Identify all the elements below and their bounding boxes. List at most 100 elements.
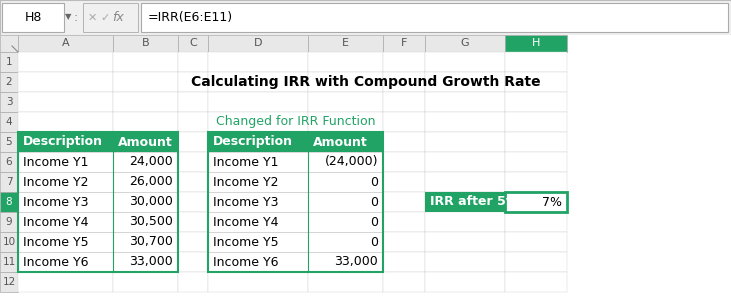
Bar [208,252,308,272]
Bar [178,232,208,252]
Bar [425,35,505,52]
Bar [141,3,728,32]
Bar [18,92,113,112]
Bar [0,172,18,192]
Bar [505,232,567,252]
Bar [308,212,383,232]
Bar [383,72,425,92]
Bar [208,212,308,232]
Bar [113,272,178,292]
Text: B: B [142,38,149,49]
Bar [18,72,113,92]
Bar [308,252,383,272]
Bar [425,152,505,172]
Bar [208,192,308,212]
Bar [0,92,18,112]
Bar [208,232,308,252]
Bar [308,192,383,212]
Bar [208,232,308,252]
Bar [383,272,425,292]
Bar [505,192,567,212]
Bar [308,72,383,92]
Bar [18,192,113,212]
Text: 30,000: 30,000 [129,195,173,209]
Bar [178,252,208,272]
Bar [18,252,113,272]
Bar [308,172,383,192]
Text: E: E [342,38,349,49]
Bar [0,35,18,52]
Bar [178,112,208,132]
Bar [308,35,383,52]
Bar [383,172,425,192]
Bar [113,212,178,232]
Bar [308,252,383,272]
Bar [0,152,18,172]
Bar [178,172,208,192]
Bar [113,212,178,232]
Bar [505,35,567,52]
Text: 3: 3 [6,97,12,107]
Bar [383,112,425,132]
Text: Income Y4: Income Y4 [23,215,88,229]
Bar [425,212,505,232]
Bar [0,232,18,252]
Bar [113,232,178,252]
Text: H8: H8 [24,11,42,24]
Bar [18,52,113,72]
Bar [18,172,113,192]
Bar [208,72,308,92]
Bar [425,72,505,92]
Text: 33,000: 33,000 [334,255,378,268]
Bar [308,112,383,132]
Bar [0,72,18,92]
Bar [383,152,425,172]
Bar [0,212,18,232]
Text: Income Y3: Income Y3 [23,195,88,209]
Bar [208,172,308,192]
Text: 26,000: 26,000 [129,176,173,189]
Bar [208,192,308,212]
Bar [83,3,138,32]
Bar [208,52,308,72]
Text: Description: Description [213,136,293,148]
Text: 7: 7 [6,177,12,187]
Text: D: D [254,38,262,49]
Bar [208,212,308,232]
Text: ▼: ▼ [65,12,71,21]
Bar [208,132,383,272]
Bar [113,192,178,212]
Text: 7%: 7% [542,195,562,209]
Bar [383,52,425,72]
Text: 0: 0 [370,235,378,249]
Bar [208,92,308,112]
Bar [18,232,113,252]
Text: Income Y6: Income Y6 [23,255,88,268]
Bar [18,152,113,172]
Bar [308,272,383,292]
Bar [18,252,113,272]
Bar [383,35,425,52]
Text: ✓: ✓ [100,13,110,23]
Bar [383,212,425,232]
Bar [308,232,383,252]
Bar [18,132,113,152]
Bar [18,212,113,232]
Text: Income Y5: Income Y5 [213,235,279,249]
Bar [113,52,178,72]
Text: 8: 8 [6,197,12,207]
Bar [505,72,567,92]
Bar [178,132,208,152]
Text: Income Y5: Income Y5 [23,235,88,249]
Bar [383,192,425,212]
Text: Amount: Amount [313,136,368,148]
Text: 12: 12 [2,277,15,287]
Text: 0: 0 [370,215,378,229]
Bar [113,132,178,152]
Text: 10: 10 [2,237,15,247]
Text: IRR after 5yrs: IRR after 5yrs [430,195,527,209]
Bar [0,132,18,152]
Bar [113,252,178,272]
Bar [18,132,178,272]
Bar [308,152,383,172]
